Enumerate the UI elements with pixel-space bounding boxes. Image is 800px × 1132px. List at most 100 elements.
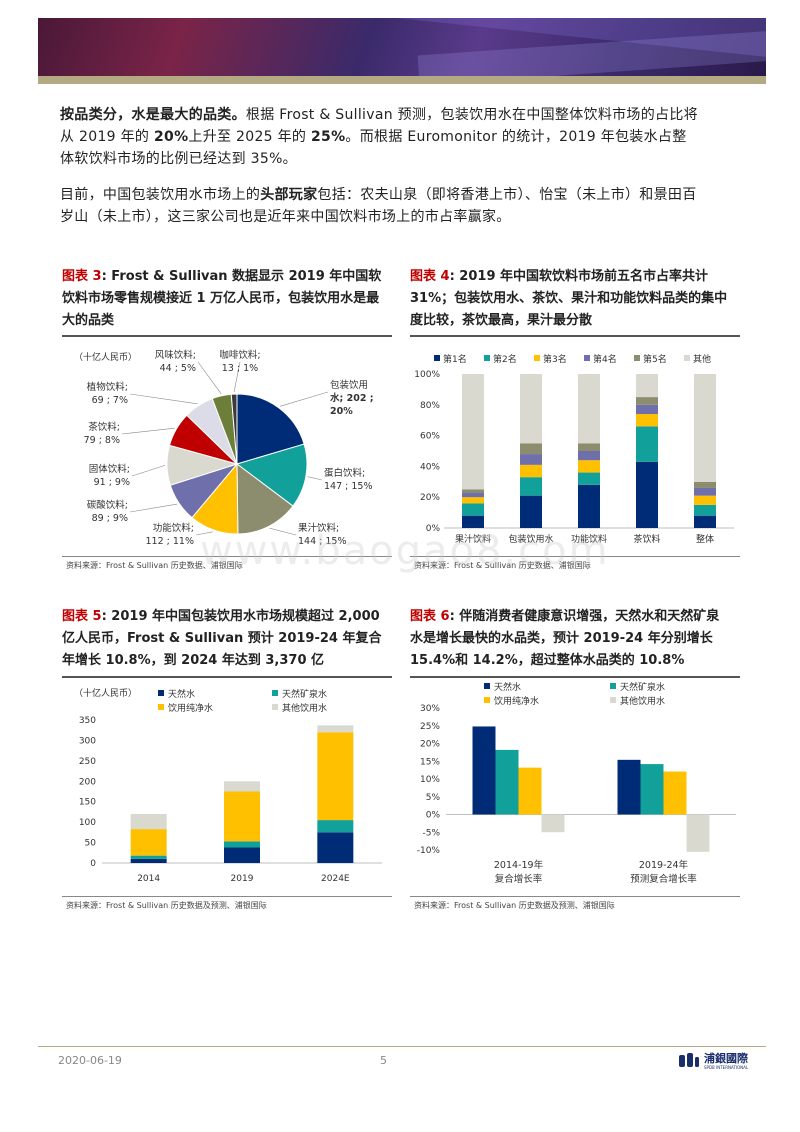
legend-swatch [272, 704, 278, 710]
fig4-label: 图表 4 [410, 269, 450, 284]
legend-label: 第3名 [543, 353, 567, 365]
x-tick-label: 2014 [137, 874, 160, 884]
p2-text: 目前，中国包装饮用水市场上的 [60, 187, 260, 203]
pie-data-label: 79 ; 8% [84, 435, 120, 446]
pie-leader-line [130, 394, 197, 404]
y-tick-label: 200 [79, 777, 96, 787]
bar-segment [520, 374, 542, 443]
y-tick-label: 0% [426, 811, 441, 821]
y-tick-label: 150 [79, 798, 96, 808]
legend-swatch [610, 683, 616, 689]
y-tick-label: -10% [417, 846, 441, 856]
bar-segment [317, 832, 353, 863]
pie-data-label: 89 ; 9% [92, 513, 128, 524]
fig5-title-text: : 2019 年中国包装饮用水市场规模超过 2,000 亿人民币，Frost &… [62, 609, 381, 668]
y-tick-label: 50 [85, 839, 97, 849]
legend-swatch [584, 355, 590, 361]
bar-segment [694, 496, 716, 505]
legend-label: 第2名 [493, 353, 517, 365]
x-tick-label: 2014-19年 [494, 859, 544, 871]
p1-text-2: 上升至 2025 年的 [188, 129, 311, 145]
fig3-pie-chart: （十亿人民币）包装饮用水; 202 ;20%蛋白饮料;147 ; 15%果汁饮料… [62, 340, 392, 555]
fig4-stacked-bar-chart: 第1名 第2名 第3名 第4名 第5名 其他0%20%40%60%80%100%果汁饮料包… [410, 340, 740, 555]
bar-segment [694, 374, 716, 482]
pie-leader-line [122, 428, 175, 434]
bar-segment [694, 482, 716, 488]
pie-leader-line [308, 477, 322, 480]
pie-data-label: 茶饮料; [88, 421, 120, 433]
pie-data-label: 固体饮料; [89, 463, 130, 475]
bar [687, 815, 710, 852]
bar-segment [520, 465, 542, 477]
y-tick-label: 100% [414, 370, 440, 380]
header-banner [38, 18, 766, 76]
fig5-bottom-rule [62, 896, 392, 897]
bar-segment [317, 820, 353, 832]
bar-segment [131, 859, 167, 863]
pie-data-label: 包装饮用 [330, 379, 368, 391]
y-tick-label: 60% [420, 432, 440, 442]
legend-label: 饮用纯净水 [168, 702, 213, 714]
pie-data-label: 咖啡饮料; [219, 349, 260, 361]
legend-swatch [434, 355, 440, 361]
x-tick-label: 茶饮料 [633, 533, 660, 545]
logo-subtext: SPDB INTERNATIONAL [704, 1065, 748, 1070]
legend-label: 其他饮用水 [282, 702, 327, 714]
pie-data-label: 13 ; 1% [222, 363, 258, 374]
bar-segment [636, 374, 658, 397]
fig6-top-rule [410, 676, 740, 678]
x-tick-label: 预测复合增长率 [630, 873, 697, 885]
bar [618, 760, 641, 815]
fig5-title: 图表 5: 2019 年中国包装饮用水市场规模超过 2,000 亿人民币，Fro… [62, 606, 382, 672]
legend-swatch [610, 697, 616, 703]
fig5-label: 图表 5 [62, 609, 102, 624]
fig4-title-text: : 2019 年中国软饮料市场前五名市占率共计 31%；包装饮用水、茶饮、果汁和… [410, 269, 727, 328]
footer-date: 2020-06-19 [58, 1054, 122, 1067]
legend-label: 天然水 [494, 681, 521, 693]
legend-label: 其他饮用水 [620, 695, 665, 707]
bar-segment [636, 426, 658, 461]
pie-leader-line [280, 392, 328, 406]
bar-segment [578, 443, 600, 451]
legend-label: 其他 [693, 353, 711, 365]
bar-segment [131, 829, 167, 856]
legend-swatch [272, 690, 278, 696]
bar-segment [694, 505, 716, 516]
logo-text: 浦銀國際 [704, 1053, 748, 1065]
fig4-top-rule [410, 335, 740, 337]
bar-segment [224, 781, 260, 791]
pie-data-label: 44 ; 5% [160, 363, 196, 374]
x-tick-label: 复合增长率 [495, 873, 543, 885]
pie-data-label: 112 ; 11% [146, 536, 195, 547]
bar [519, 768, 542, 815]
p2-bold: 头部玩家 [260, 187, 317, 203]
pie-leader-line [198, 362, 221, 394]
fig3-label: 图表 3 [62, 269, 102, 284]
paragraph-2: 目前，中国包装饮用水市场上的头部玩家包括：农夫山泉（即将香港上市）、怡宝（未上市… [60, 184, 700, 228]
fig6-source: 资料来源：Frost & Sullivan 历史数据及预测、浦银国际 [414, 900, 615, 911]
bar [542, 815, 565, 833]
legend-swatch [484, 355, 490, 361]
bar-segment [224, 841, 260, 847]
x-tick-label: 2019-24年 [639, 859, 689, 871]
pie-data-label: 91 ; 9% [94, 477, 130, 488]
bar-segment [131, 814, 167, 829]
bar-segment [462, 493, 484, 498]
pie-data-label: 蛋白饮料; [324, 467, 365, 479]
fig5-source: 资料来源：Frost & Sullivan 历史数据及预测、浦银国际 [66, 900, 267, 911]
bar-segment [636, 397, 658, 405]
paragraph-1: 按品类分，水是最大的品类。根据 Frost & Sullivan 预测，包装饮用… [60, 104, 700, 170]
page-number: 5 [380, 1054, 387, 1067]
pie-data-label: 功能饮料; [153, 522, 194, 534]
y-tick-label: 15% [420, 757, 440, 767]
pie-data-label: 水; 202 ; [330, 392, 374, 404]
y-tick-label: 20% [420, 740, 440, 750]
legend-label: 天然矿泉水 [282, 688, 327, 700]
logo-mark-icon [678, 1052, 700, 1070]
y-tick-label: 100 [79, 818, 96, 828]
bar-segment [317, 725, 353, 732]
bar-segment [636, 414, 658, 426]
legend-swatch [634, 355, 640, 361]
